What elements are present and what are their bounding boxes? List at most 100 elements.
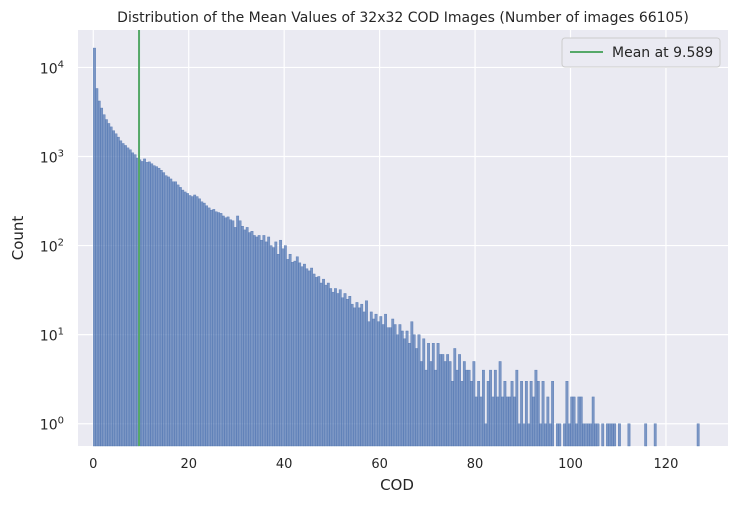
histogram-bar — [594, 423, 597, 447]
histogram-bar — [238, 220, 242, 447]
histogram-bar — [107, 123, 111, 447]
histogram-bar — [503, 381, 507, 447]
y-tick-label: 104 — [40, 59, 64, 77]
histogram-bar — [601, 423, 605, 447]
histogram-bar — [183, 191, 187, 447]
histogram-bar — [231, 220, 235, 447]
x-tick-label: 40 — [276, 457, 293, 472]
histogram-bar — [501, 396, 504, 447]
histogram-bar — [548, 423, 552, 447]
histogram-bar — [121, 143, 125, 447]
histogram-bar — [221, 215, 225, 447]
histogram-bar — [229, 219, 232, 447]
y-axis-label: Count — [9, 216, 27, 261]
histogram-bar — [331, 291, 335, 447]
histogram-bar — [303, 263, 306, 447]
histogram-bar — [357, 307, 361, 447]
histogram-bar — [188, 195, 192, 447]
histogram-bar — [295, 256, 299, 447]
histogram-bar — [563, 423, 566, 447]
histogram-bar — [419, 361, 423, 447]
histogram-bar — [310, 267, 314, 447]
histogram-bar — [159, 170, 163, 447]
histogram-bar — [372, 318, 376, 447]
histogram-bar — [391, 318, 395, 447]
histogram-bar — [288, 254, 292, 447]
histogram-bar — [293, 260, 297, 447]
histogram-bar — [527, 423, 531, 447]
histogram-bar — [338, 289, 342, 447]
histogram-bar — [482, 369, 485, 447]
histogram-bar — [529, 381, 533, 447]
histogram-bar — [618, 423, 621, 447]
histogram-bar — [252, 235, 256, 447]
histogram-bar — [508, 396, 512, 447]
histogram-bar — [181, 189, 185, 447]
histogram-bar — [398, 324, 402, 447]
histogram-bar — [300, 266, 304, 447]
histogram-bar — [572, 396, 576, 447]
histogram-bar — [591, 396, 595, 447]
x-tick-label: 0 — [89, 457, 97, 472]
histogram-bar — [190, 196, 194, 447]
histogram-bar — [575, 423, 578, 447]
histogram-bar — [150, 163, 154, 447]
histogram-bar — [267, 236, 271, 447]
histogram-bar — [570, 396, 574, 447]
x-tick-label: 80 — [467, 457, 484, 472]
histogram-bar — [582, 423, 586, 447]
histogram-bar — [408, 343, 411, 447]
x-axis-label: COD — [380, 476, 414, 494]
histogram-bar — [219, 213, 223, 447]
histogram-bar — [360, 303, 364, 447]
histogram-bar — [448, 361, 452, 447]
histogram-bar — [458, 354, 461, 447]
histogram-bar — [248, 232, 251, 447]
histogram-bar — [133, 154, 137, 447]
histogram-bar — [291, 262, 294, 447]
x-tick-label: 20 — [180, 457, 197, 472]
histogram-bar — [696, 423, 700, 447]
histogram-bar — [262, 235, 266, 447]
histogram-bar — [169, 178, 173, 447]
histogram-bar — [193, 194, 197, 447]
histogram-bar — [613, 423, 617, 447]
histogram-bar — [155, 166, 158, 447]
histogram-bar — [147, 161, 151, 447]
histogram-bar — [644, 423, 648, 447]
histogram-bar — [539, 423, 543, 447]
histogram-bar — [579, 396, 583, 447]
histogram-bar — [608, 423, 612, 447]
histogram-bar — [544, 423, 547, 447]
legend-label: Mean at 9.589 — [612, 45, 713, 61]
histogram-bar — [346, 299, 349, 447]
histogram-bar — [200, 201, 204, 447]
histogram-bar — [298, 262, 302, 447]
histogram-bar — [322, 278, 325, 447]
histogram-bar — [493, 369, 497, 447]
histogram-bar — [112, 130, 115, 447]
histogram-bar — [241, 225, 244, 447]
histogram-bar — [491, 396, 495, 447]
y-tick-labels: 100 101 102 103 104 — [40, 59, 64, 433]
histogram-bar — [415, 348, 418, 447]
histogram-bar — [546, 396, 550, 447]
histogram-bar — [205, 205, 209, 447]
histogram-bar — [489, 369, 492, 447]
histogram-bar — [274, 241, 278, 447]
histogram-bar — [460, 381, 464, 447]
x-tick-label: 100 — [558, 457, 583, 472]
histogram-bar — [217, 212, 220, 447]
histogram-bar — [264, 241, 268, 447]
y-tick-label: 100 — [40, 416, 64, 434]
histogram-bar — [279, 239, 282, 447]
histogram-bar — [627, 423, 631, 447]
histogram-bar — [536, 381, 540, 447]
histogram-bar — [355, 302, 359, 447]
histogram-bar — [405, 330, 409, 447]
histogram-bar — [157, 167, 161, 447]
histogram-bar — [255, 236, 259, 447]
histogram-bar — [455, 369, 459, 447]
